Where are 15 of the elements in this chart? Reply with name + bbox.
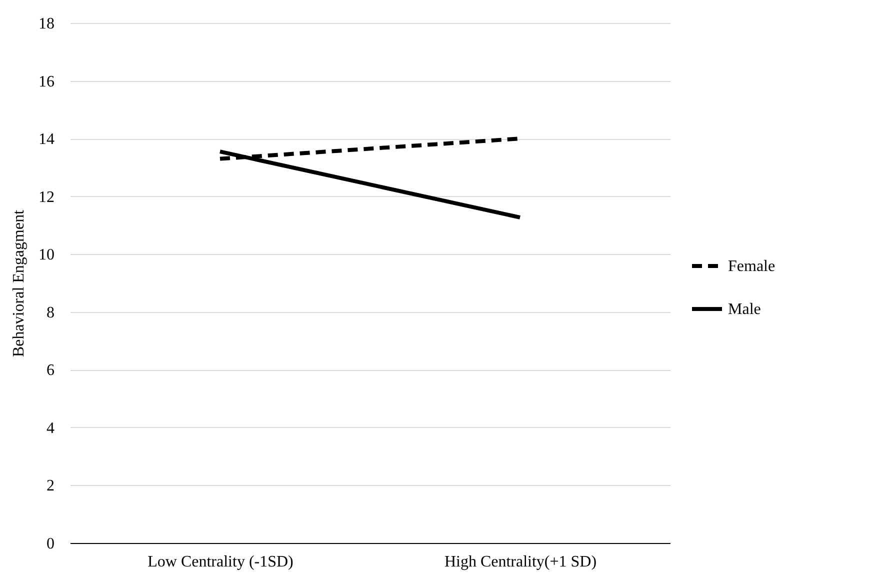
y-tick-label: 16 <box>38 73 54 90</box>
y-tick-label: 18 <box>38 16 54 32</box>
y-tick-label: 2 <box>46 478 54 495</box>
legend-label: Female <box>728 258 776 275</box>
y-axis-title: Behavioral Engagment <box>10 209 28 358</box>
y-tick-label: 14 <box>38 131 54 148</box>
y-tick-label: 6 <box>46 362 54 380</box>
y-tick-label: 12 <box>38 188 54 206</box>
y-tick-label: 8 <box>46 304 54 322</box>
legend-label: Male <box>728 301 761 318</box>
y-tick-label: 4 <box>46 420 54 437</box>
y-tick-label: 10 <box>38 246 54 264</box>
x-tick-label: Low Centrality (-1SD) <box>148 554 294 570</box>
y-tick-label: 0 <box>46 536 54 552</box>
x-tick-label: High Centrality(+1 SD) <box>444 554 597 570</box>
